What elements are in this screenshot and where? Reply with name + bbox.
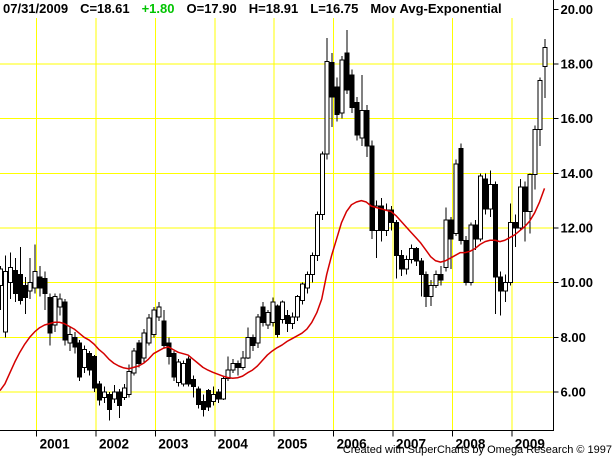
svg-text:2002: 2002 [99,437,129,452]
high-value: H=18.91 [248,1,299,16]
axes [0,0,559,437]
svg-text:2009: 2009 [515,437,545,452]
svg-text:12.00: 12.00 [561,220,594,235]
svg-text:14.00: 14.00 [561,166,594,181]
ema-line [0,188,546,392]
low-value: L=16.75 [310,1,359,16]
date-value: 07/31/2009 [3,1,69,16]
supercharts-credit: Created with SuperCharts by Omega Resear… [342,444,612,456]
candlestick-series [0,29,548,421]
svg-text:18.00: 18.00 [561,57,594,72]
change-value: +1.80 [141,1,175,16]
gridlines [0,18,554,431]
svg-text:16.00: 16.00 [561,111,594,126]
svg-text:8.00: 8.00 [561,330,586,345]
price-axis-labels: 20.00 18.00 16.00 14.00 12.00 10.00 8.00 6.00 [561,2,594,400]
svg-text:2007: 2007 [396,437,426,452]
svg-text:2006: 2006 [337,437,368,452]
svg-text:2003: 2003 [158,437,189,452]
svg-text:6.00: 6.00 [561,384,586,399]
indicator-label: Mov Avg-Exponential [370,1,502,16]
svg-text:2004: 2004 [218,437,249,452]
svg-text:10.00: 10.00 [561,275,594,290]
open-value: O=17.90 [186,1,237,16]
year-axis-labels: 2001 2002 2003 2004 2005 2006 2007 2008 2009 [40,437,545,452]
close-value: C=18.61 [80,1,130,16]
svg-text:2005: 2005 [277,437,308,452]
ohlc-readout-bar: 07/31/2009 C=18.61 +1.80 O=17.90 H=18.91… [3,1,502,17]
svg-text:2001: 2001 [40,437,71,452]
svg-text:20.00: 20.00 [561,2,594,17]
svg-text:2008: 2008 [455,437,486,452]
